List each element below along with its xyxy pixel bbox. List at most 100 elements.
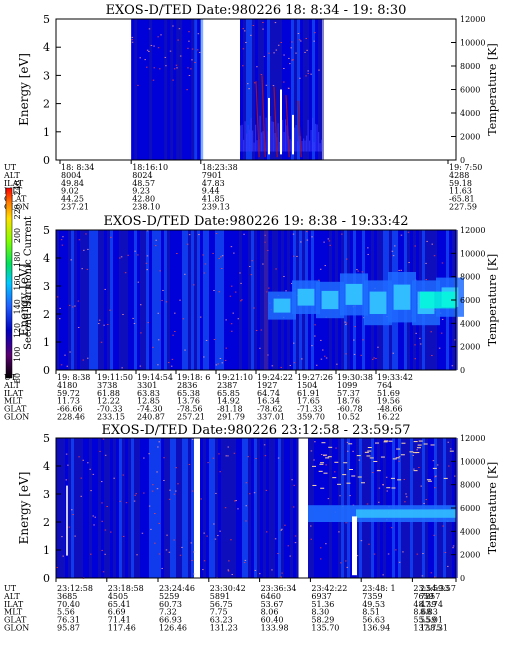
- ephemeris-glat: 58.29: [311, 616, 334, 625]
- data-stripe: [260, 230, 263, 370]
- data-stripe: [249, 19, 252, 160]
- data-stripe: [68, 438, 71, 578]
- ephemeris-mlt: 11.73: [57, 397, 80, 406]
- data-stripe: [98, 438, 101, 578]
- data-speckle: [146, 255, 149, 257]
- data-speckle: [284, 524, 286, 526]
- data-speckle: [394, 245, 396, 247]
- data-speckle: [245, 520, 247, 522]
- data-speckle: [164, 56, 167, 58]
- data-speckle: [356, 555, 359, 557]
- spectrum-line: [319, 143, 321, 152]
- data-speckle: [264, 455, 267, 457]
- data-speckle: [296, 255, 298, 257]
- data-speckle: [368, 543, 370, 545]
- data-stripe: [152, 230, 155, 370]
- data-speckle: [99, 450, 101, 452]
- ephemeris-ilat: 64.74: [257, 389, 280, 398]
- ephemeris-glat: -78.56: [177, 405, 203, 414]
- data-speckle: [148, 505, 151, 507]
- data-speckle: [294, 535, 297, 537]
- data-speckle: [118, 257, 121, 259]
- data-speckle: [398, 269, 400, 271]
- data-speckle: [215, 364, 218, 366]
- data-speckle: [435, 475, 437, 477]
- ephemeris-glat: -48.66: [377, 405, 403, 414]
- data-speckle: [322, 349, 324, 351]
- ephemeris-ilat: 65.85: [217, 389, 240, 398]
- data-speckle: [242, 28, 245, 30]
- data-speckle: [454, 339, 456, 341]
- data-stripe: [71, 438, 74, 578]
- data-speckle: [173, 493, 176, 495]
- ephemeris-glat: 42.80: [132, 195, 155, 204]
- data-speckle: [298, 39, 301, 41]
- data-speckle: [163, 479, 165, 481]
- data-stripe: [294, 19, 297, 160]
- band-core: [273, 298, 291, 313]
- data-speckle: [275, 49, 278, 51]
- data-speckle: [146, 49, 149, 51]
- data-speckle: [387, 553, 390, 555]
- data-stripe: [176, 19, 180, 160]
- ephemeris-row-label: GLAT: [4, 616, 27, 625]
- ephemeris-glat: -70.33: [97, 405, 123, 414]
- data-speckle: [371, 472, 374, 474]
- data-speckle: [280, 576, 282, 578]
- ephemeris-row-label: GLON: [4, 203, 29, 212]
- bright-band: [66, 440, 456, 576]
- ephemeris-alt: 1099: [337, 381, 357, 390]
- data-speckle: [86, 357, 89, 359]
- data-speckle: [402, 551, 404, 553]
- ephemeris-alt: 4180: [57, 381, 77, 390]
- band-core: [356, 509, 456, 518]
- data-stripe: [197, 230, 200, 370]
- ephemeris-glon: 337.01: [257, 413, 285, 422]
- data-speckle: [113, 477, 115, 479]
- data-speckle: [233, 452, 236, 454]
- data-speckle: [78, 456, 80, 458]
- data-stripe: [246, 19, 249, 160]
- data-speckle: [131, 39, 134, 41]
- data-speckle: [146, 66, 148, 68]
- colorbar-tick-label: 220: [13, 204, 22, 219]
- data-speckle: [187, 47, 189, 49]
- data-speckle: [161, 299, 163, 301]
- data-speckle: [407, 231, 410, 233]
- ephemeris-glon: 131.23: [210, 624, 238, 633]
- data-speckle: [228, 560, 230, 562]
- data-speckle: [418, 466, 420, 468]
- data-speckle: [251, 260, 253, 262]
- data-stripe: [303, 19, 306, 160]
- data-stripe: [248, 230, 251, 370]
- data-speckle: [203, 356, 205, 358]
- data-stripe: [257, 438, 260, 578]
- data-stripe: [146, 230, 149, 370]
- data-speckle: [58, 318, 61, 320]
- ephemeris-ilat: 51.69: [377, 389, 400, 398]
- data-speckle: [451, 365, 454, 367]
- ephemeris-ilat: 48.39: [413, 600, 436, 609]
- data-speckle: [190, 542, 193, 544]
- data-speckle: [408, 262, 410, 264]
- ephemeris-ilat: 57.37: [337, 389, 360, 398]
- data-speckle: [283, 81, 285, 83]
- data-speckle: [243, 233, 245, 235]
- data-speckle: [423, 502, 425, 504]
- data-speckle: [109, 531, 112, 533]
- data-speckle: [314, 324, 316, 326]
- data-stripe: [218, 438, 221, 578]
- data-stripe: [113, 438, 116, 578]
- data-stripe: [167, 230, 170, 370]
- data-speckle: [395, 549, 397, 551]
- data-speckle: [194, 61, 196, 63]
- ephemeris-glon: 237.21: [61, 203, 89, 212]
- ephemeris-glon: 16.22: [377, 413, 400, 422]
- ephemeris-row-label: ALT: [3, 592, 20, 601]
- ephemeris-glon: 291.79: [217, 413, 245, 422]
- data-speckle: [294, 542, 297, 544]
- data-stripe: [242, 230, 245, 370]
- trace-line: [261, 75, 266, 158]
- spectrum-line: [282, 119, 284, 152]
